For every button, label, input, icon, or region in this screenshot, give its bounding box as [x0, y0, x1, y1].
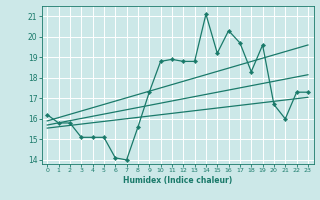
X-axis label: Humidex (Indice chaleur): Humidex (Indice chaleur) — [123, 176, 232, 185]
